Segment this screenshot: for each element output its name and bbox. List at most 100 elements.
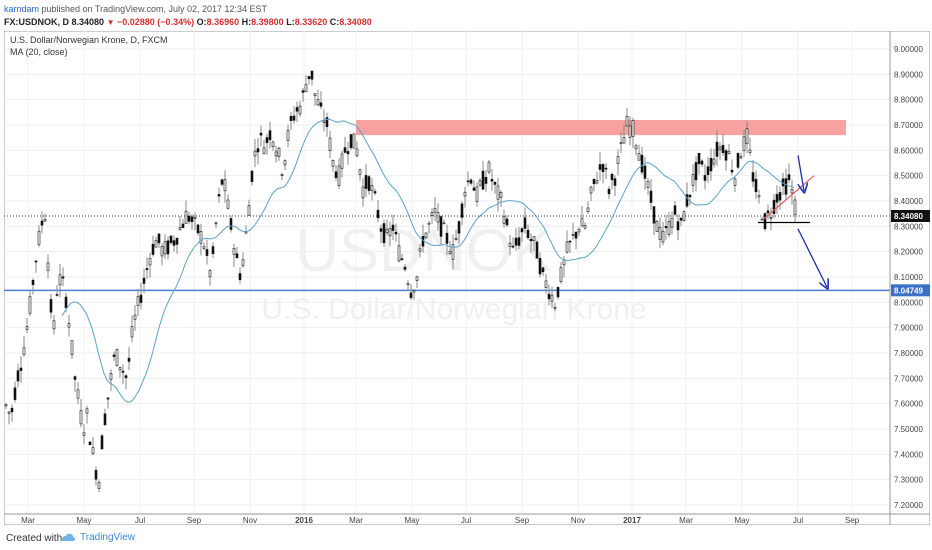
candle-body xyxy=(241,259,245,266)
candle-body xyxy=(670,218,674,228)
candle-body xyxy=(28,296,32,314)
candle-body xyxy=(754,178,758,193)
candle-body xyxy=(448,250,452,254)
candle-body xyxy=(751,172,755,182)
candle-body xyxy=(505,218,509,226)
candle-body xyxy=(19,367,23,371)
candle-body xyxy=(325,117,329,128)
x-tick-label: Jul xyxy=(135,516,145,525)
candles xyxy=(4,70,797,493)
candle-body xyxy=(631,120,635,137)
candle-body xyxy=(436,212,440,223)
candle-body xyxy=(679,217,683,221)
candle-body xyxy=(394,231,398,235)
candle-body xyxy=(271,141,275,147)
x-tick-label: Jul xyxy=(461,516,471,525)
y-tick-label: 7.30000 xyxy=(894,476,923,485)
candle-body xyxy=(196,224,200,234)
author-link[interactable]: karndam xyxy=(4,4,40,14)
candle-body xyxy=(331,160,335,167)
candle-body xyxy=(280,174,284,176)
candle-body xyxy=(22,347,26,355)
candle-body xyxy=(541,267,545,273)
candle-body xyxy=(691,174,695,186)
candle-body xyxy=(658,226,662,240)
candle-body xyxy=(175,237,179,245)
candle-body xyxy=(760,218,764,221)
candle-body xyxy=(217,194,221,197)
candle-body xyxy=(463,191,467,197)
candle-body xyxy=(652,206,656,224)
candle-body xyxy=(757,195,761,198)
resistance-zone[interactable] xyxy=(356,119,846,136)
candle-body xyxy=(511,245,515,248)
price-axis[interactable]: 9.00000 8.90000 8.80000 8.70000 8.60000 8.500… xyxy=(894,45,923,510)
candle-body xyxy=(154,240,158,248)
candle-body xyxy=(544,280,548,288)
candle-body xyxy=(304,84,308,92)
candle-body xyxy=(694,162,698,181)
tradingview-brand[interactable]: TradingView xyxy=(60,531,135,543)
time-axis[interactable]: Mar May Jul Sep Nov 2016 Mar May Jul Sep Nov 2017 Ma… xyxy=(21,516,860,525)
candle-body xyxy=(328,137,332,151)
candle-body xyxy=(709,158,713,172)
price-chart[interactable]: USDNOK U.S. Dollar/Norwegian Krone 9.000… xyxy=(3,30,931,526)
candle-body xyxy=(247,205,251,216)
candle-body xyxy=(358,169,362,175)
candle-body xyxy=(607,188,611,195)
candle-body xyxy=(721,144,725,153)
candle-body xyxy=(55,294,59,296)
x-tick-label: Jul xyxy=(793,516,803,525)
x-tick-label: Mar xyxy=(349,516,363,525)
candle-body xyxy=(454,237,458,240)
candle-body xyxy=(745,128,749,145)
candle-body xyxy=(634,145,638,150)
candle-body xyxy=(97,482,101,489)
candle-body xyxy=(250,170,254,182)
candle-body xyxy=(172,240,176,246)
candle-body xyxy=(547,293,551,300)
candle-body xyxy=(322,120,326,123)
candle-body xyxy=(379,228,383,232)
candle-body xyxy=(343,147,347,153)
y-tick-label: 8.40000 xyxy=(894,197,923,206)
high-value: 8.39800 xyxy=(251,17,284,27)
candle-body xyxy=(664,226,668,229)
tradingview-label: TradingView xyxy=(80,531,136,543)
candle-body xyxy=(460,203,464,218)
drawings[interactable] xyxy=(758,155,827,287)
x-tick-label: Mar xyxy=(679,516,693,525)
candle-body xyxy=(784,178,788,195)
candle-body xyxy=(46,262,50,271)
candle-body xyxy=(73,376,77,380)
candle-body xyxy=(388,228,392,237)
candle-body xyxy=(238,273,242,281)
open-value: 8.36960 xyxy=(206,17,240,27)
y-tick-label: 7.50000 xyxy=(894,425,923,434)
candle-body xyxy=(370,185,374,192)
candle-body xyxy=(202,246,206,249)
candle-body xyxy=(298,105,302,115)
publish-header: karndam published on TradingView.com, Ju… xyxy=(4,2,267,16)
candle-body xyxy=(169,235,173,243)
candle-body xyxy=(382,223,386,244)
candle-body xyxy=(667,221,671,235)
candle-body xyxy=(715,141,719,157)
candle-body xyxy=(346,151,350,155)
candle-body xyxy=(748,149,752,153)
candle-body xyxy=(145,268,149,270)
candle-body xyxy=(223,179,227,192)
symbol-label: FX:USDNOK, D xyxy=(4,17,69,27)
candle-body xyxy=(139,294,143,303)
x-tick-label: Sep xyxy=(515,516,530,525)
candle-body xyxy=(130,326,134,338)
candle-body xyxy=(478,180,482,186)
candle-body xyxy=(193,216,197,219)
candle-body xyxy=(235,253,239,259)
y-tick-label: 8.00000 xyxy=(894,298,923,307)
candle-body xyxy=(37,230,41,245)
candle-body xyxy=(526,229,530,238)
chart-area[interactable]: USDNOK U.S. Dollar/Norwegian Krone 9.000… xyxy=(3,30,931,526)
candle-body xyxy=(481,170,485,190)
candle-body xyxy=(178,227,182,230)
